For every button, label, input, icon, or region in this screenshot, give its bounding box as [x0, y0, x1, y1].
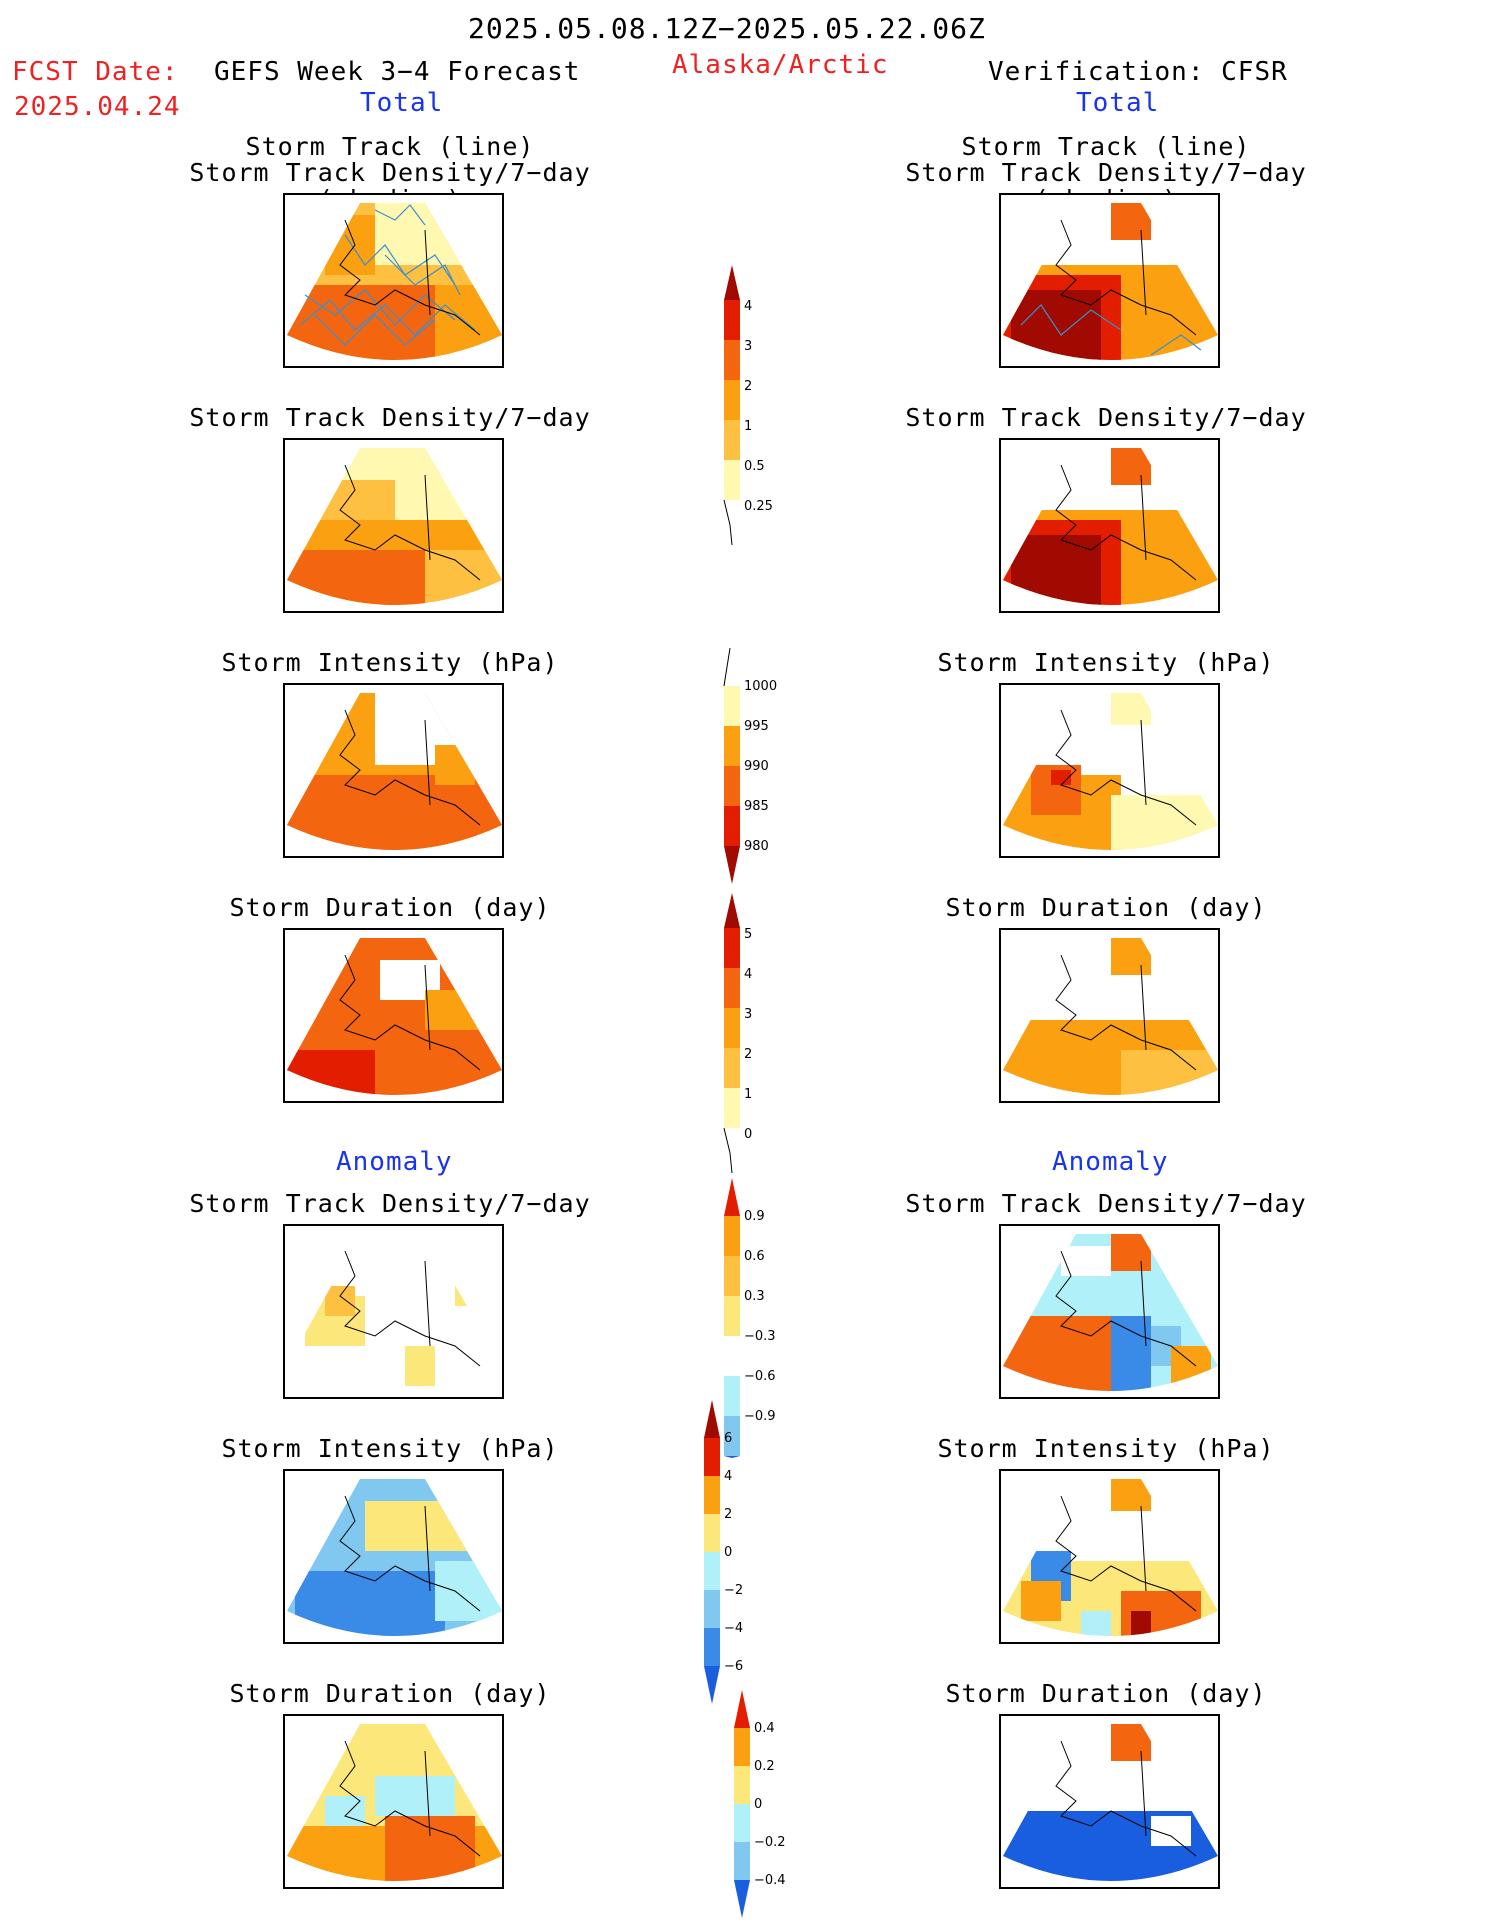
cbar-density-l1: 3: [744, 339, 752, 354]
colorbar-density-anomaly: 0.9 0.6 0.3 −0.3 −0.6 −0.9: [724, 1178, 776, 1458]
section-total-left: Total: [360, 88, 444, 118]
title-density-right: Storm Track Density/7−day: [905, 403, 1307, 432]
cbar-density-l2: 2: [744, 379, 752, 394]
fcst-date-value: 2025.04.24: [14, 92, 181, 122]
cbar-density-l0: 4: [744, 299, 752, 314]
map-density-anomaly-forecast: [283, 1224, 504, 1399]
cbar-duration-l1: 4: [744, 967, 752, 982]
map-intensity-anomaly-verification: [999, 1469, 1220, 1644]
cbar-intensity-l3: 985: [744, 799, 769, 814]
colorbar-intensity-anomaly: 6 4 2 0 −2 −4 −6: [704, 1400, 743, 1704]
title-duration-left: Storm Duration (day): [229, 893, 551, 922]
map-track-density-verification: [999, 193, 1220, 368]
title-intensity-anom-left: Storm Intensity (hPa): [221, 1434, 559, 1463]
map-density-anomaly-verification: [999, 1224, 1220, 1399]
cbar-density-anom-l4: −0.6: [744, 1369, 776, 1384]
title-density-anom-left: Storm Track Density/7−day: [189, 1189, 591, 1218]
map-duration-anomaly-verification: [999, 1714, 1220, 1889]
cbar-intensity-anom-l5: −4: [724, 1621, 743, 1636]
cbar-duration-anom-l0: 0.4: [754, 1721, 775, 1736]
cbar-intensity-l0: 1000: [744, 679, 777, 694]
cbar-duration-l0: 5: [744, 927, 752, 942]
title-track-line-left: Storm Track (line): [245, 132, 535, 161]
cbar-intensity-l1: 995: [744, 719, 769, 734]
map-intensity-anomaly-forecast: [283, 1469, 504, 1644]
cbar-intensity-anom-l4: −2: [724, 1583, 743, 1598]
map-duration-anomaly-forecast: [283, 1714, 504, 1889]
cbar-density-anom-l5: −0.9: [744, 1409, 776, 1424]
forecast-title: GEFS Week 3−4 Forecast: [214, 57, 581, 87]
cbar-duration-anom-l1: 0.2: [754, 1759, 775, 1774]
cbar-intensity-l4: 980: [744, 839, 769, 854]
region-label: Alaska/Arctic: [672, 50, 889, 80]
cbar-density-anom-l1: 0.6: [744, 1249, 765, 1264]
title-density-anom-right: Storm Track Density/7−day: [905, 1189, 1307, 1218]
map-density-forecast: [283, 438, 504, 613]
cbar-duration-l5: 0: [744, 1127, 752, 1142]
cbar-density-l4: 0.5: [744, 459, 765, 474]
cbar-duration-l3: 2: [744, 1047, 752, 1062]
title-track-line-right: Storm Track (line): [961, 132, 1251, 161]
title-density-left: Storm Track Density/7−day: [189, 403, 591, 432]
title-intensity-anom-right: Storm Intensity (hPa): [937, 1434, 1275, 1463]
section-total-right: Total: [1076, 88, 1160, 118]
cbar-duration-anom-l2: 0: [754, 1797, 762, 1812]
cbar-density-anom-l2: 0.3: [744, 1289, 765, 1304]
cbar-density-l5: 0.25: [744, 499, 773, 514]
cbar-intensity-anom-l6: −6: [724, 1659, 743, 1674]
section-anomaly-right: Anomaly: [1052, 1147, 1169, 1177]
cbar-intensity-l2: 990: [744, 759, 769, 774]
title-duration-anom-left: Storm Duration (day): [229, 1679, 551, 1708]
colorbar-intensity: 1000 995 990 985 980: [723, 648, 777, 884]
map-density-verification: [999, 438, 1220, 613]
cbar-intensity-anom-l2: 2: [724, 1507, 732, 1522]
cbar-duration-anom-l3: −0.2: [754, 1835, 786, 1850]
map-track-density-forecast: [283, 193, 504, 368]
cbar-density-anom-l0: 0.9: [744, 1209, 765, 1224]
map-intensity-verification: [999, 683, 1220, 858]
colorbar-duration-anomaly: 0.4 0.2 0 −0.2 −0.4: [734, 1690, 786, 1918]
colorbar-duration: 5 4 3 2 1 0: [723, 893, 752, 1173]
cbar-density-l3: 1: [744, 419, 752, 434]
cbar-density-anom-l3: −0.3: [744, 1329, 776, 1344]
title-duration-right: Storm Duration (day): [945, 893, 1267, 922]
map-intensity-forecast: [283, 683, 504, 858]
title-intensity-left: Storm Intensity (hPa): [221, 648, 559, 677]
map-duration-verification: [999, 928, 1220, 1103]
fcst-date-label: FCST Date:: [12, 57, 179, 87]
colorbar-density: 4 3 2 1 0.5 0.25: [723, 265, 773, 545]
cbar-duration-anom-l4: −0.4: [754, 1873, 786, 1888]
verification-label: Verification: CFSR: [988, 57, 1288, 87]
date-range: 2025.05.08.12Z−2025.05.22.06Z: [468, 12, 986, 45]
cbar-duration-l4: 1: [744, 1087, 752, 1102]
cbar-duration-l2: 3: [744, 1007, 752, 1022]
title-intensity-right: Storm Intensity (hPa): [937, 648, 1275, 677]
map-duration-forecast: [283, 928, 504, 1103]
cbar-intensity-anom-l0: 6: [724, 1431, 732, 1446]
title-duration-anom-right: Storm Duration (day): [945, 1679, 1267, 1708]
cbar-intensity-anom-l1: 4: [724, 1469, 732, 1484]
section-anomaly-left: Anomaly: [336, 1147, 453, 1177]
cbar-intensity-anom-l3: 0: [724, 1545, 732, 1560]
